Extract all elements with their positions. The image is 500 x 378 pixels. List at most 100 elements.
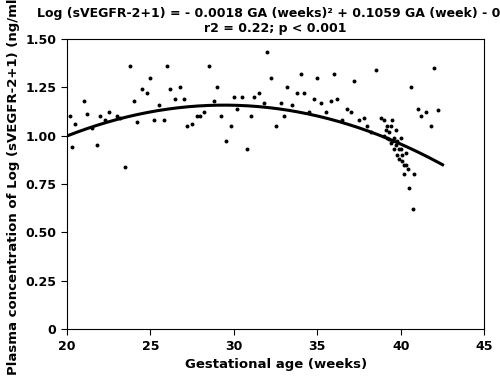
- Point: [66, 113, 74, 119]
- Point: [334, 96, 342, 102]
- Point: [280, 113, 288, 119]
- Point: [390, 146, 398, 152]
- Point: [422, 109, 430, 115]
- Point: [322, 109, 330, 115]
- Point: [138, 86, 146, 92]
- Point: [260, 100, 268, 106]
- Point: [385, 129, 393, 135]
- Y-axis label: Plasma concentration of Log (sVEGFR-2+1) (ng/ml): Plasma concentration of Log (sVEGFR-2+1)…: [7, 0, 20, 375]
- Point: [80, 98, 88, 104]
- Point: [210, 98, 218, 104]
- Point: [222, 138, 230, 144]
- Point: [176, 84, 184, 90]
- Point: [372, 67, 380, 73]
- Point: [344, 105, 351, 112]
- Point: [130, 98, 138, 104]
- Point: [294, 90, 302, 96]
- Point: [397, 146, 405, 152]
- Point: [390, 135, 398, 141]
- Point: [367, 129, 375, 135]
- Point: [284, 84, 292, 90]
- Point: [300, 90, 308, 96]
- Point: [276, 100, 284, 106]
- Point: [216, 113, 224, 119]
- Point: [180, 96, 188, 102]
- Point: [384, 135, 392, 141]
- Point: [205, 63, 213, 69]
- Point: [183, 123, 191, 129]
- Point: [427, 123, 435, 129]
- Point: [417, 113, 425, 119]
- Point: [230, 94, 238, 100]
- Point: [388, 138, 396, 144]
- Point: [380, 117, 388, 123]
- Point: [414, 105, 422, 112]
- Point: [68, 144, 76, 150]
- Point: [296, 71, 304, 77]
- Point: [407, 84, 415, 90]
- Point: [288, 102, 296, 108]
- Point: [402, 162, 410, 168]
- Point: [398, 152, 406, 158]
- Point: [384, 123, 392, 129]
- Point: [387, 123, 395, 129]
- Point: [104, 109, 112, 115]
- Point: [133, 119, 141, 125]
- Point: [243, 146, 251, 152]
- Point: [116, 115, 124, 121]
- Point: [126, 63, 134, 69]
- Point: [395, 146, 403, 152]
- Point: [398, 158, 406, 164]
- Point: [377, 115, 385, 121]
- Point: [350, 78, 358, 84]
- Point: [400, 171, 408, 177]
- Point: [163, 63, 171, 69]
- Point: [272, 123, 280, 129]
- Point: [364, 123, 372, 129]
- Point: [310, 96, 318, 102]
- Point: [316, 100, 324, 106]
- Point: [143, 90, 151, 96]
- Point: [113, 113, 121, 119]
- Point: [255, 90, 263, 96]
- Point: [408, 206, 416, 212]
- Point: [387, 140, 395, 146]
- X-axis label: Gestational age (weeks): Gestational age (weeks): [184, 358, 366, 371]
- Point: [246, 113, 254, 119]
- Point: [96, 113, 104, 119]
- Point: [102, 117, 110, 123]
- Point: [233, 105, 241, 112]
- Title: Log (sVEGFR-2+1) = - 0.0018 GA (weeks)² + 0.1059 GA (week) - 0.4
r2 = 0.22; p < : Log (sVEGFR-2+1) = - 0.0018 GA (weeks)² …: [37, 7, 500, 35]
- Point: [188, 121, 196, 127]
- Point: [392, 127, 400, 133]
- Point: [326, 98, 334, 104]
- Point: [394, 138, 402, 144]
- Point: [196, 113, 204, 119]
- Point: [314, 74, 322, 81]
- Point: [330, 71, 338, 77]
- Point: [93, 142, 101, 148]
- Point: [355, 117, 363, 123]
- Point: [382, 127, 390, 133]
- Point: [430, 65, 438, 71]
- Point: [154, 102, 162, 108]
- Point: [213, 84, 221, 90]
- Point: [402, 150, 410, 156]
- Point: [83, 111, 91, 117]
- Point: [338, 117, 346, 123]
- Point: [380, 133, 388, 139]
- Point: [226, 123, 234, 129]
- Point: [360, 115, 368, 121]
- Point: [146, 74, 154, 81]
- Point: [305, 109, 313, 115]
- Point: [400, 162, 408, 168]
- Point: [122, 164, 130, 170]
- Point: [150, 117, 158, 123]
- Point: [434, 107, 442, 113]
- Point: [385, 136, 393, 143]
- Point: [166, 86, 174, 92]
- Point: [72, 121, 80, 127]
- Point: [193, 113, 201, 119]
- Point: [160, 117, 168, 123]
- Point: [264, 50, 272, 56]
